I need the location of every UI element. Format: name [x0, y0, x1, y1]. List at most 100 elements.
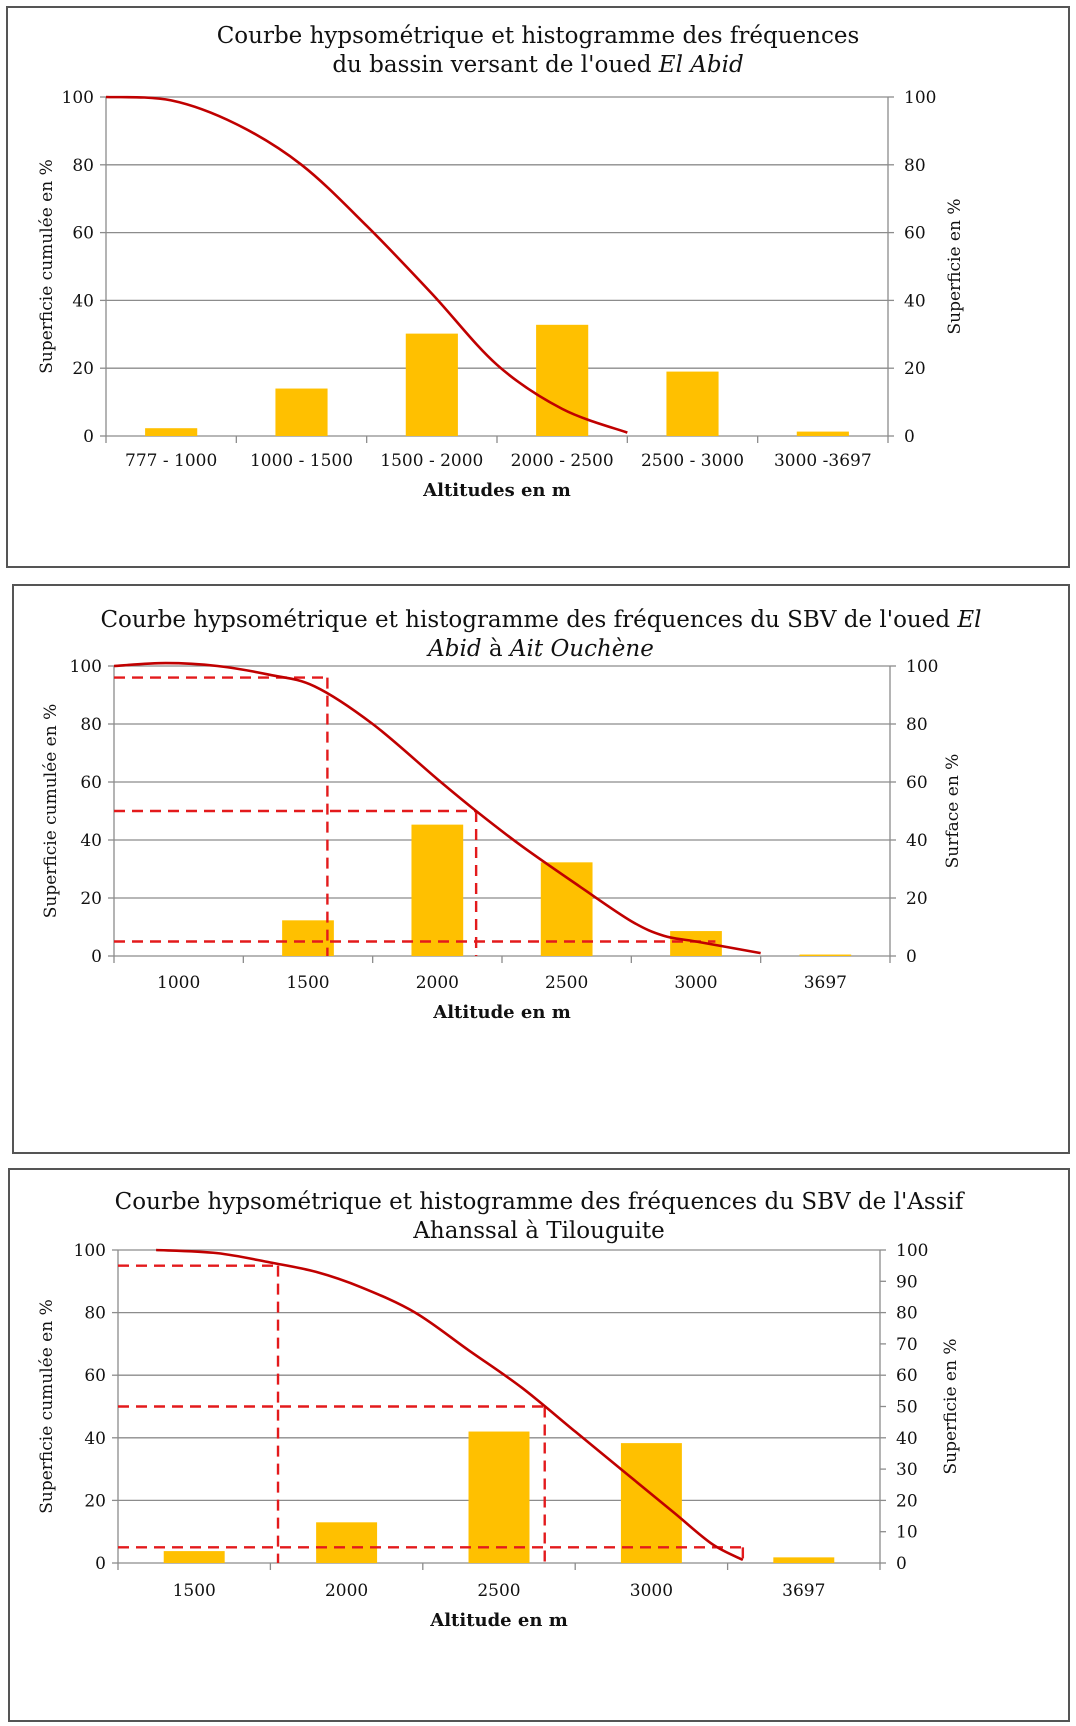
- y-tick-label-right: 50: [896, 1398, 918, 1418]
- bar: [163, 1551, 225, 1563]
- chart-title: Courbe hypsométrique et histogramme des …: [8, 22, 1068, 80]
- y-tick-label-right: 60: [906, 773, 928, 793]
- y-tick-label-left: 40: [84, 1429, 106, 1449]
- chart-title: Courbe hypsométrique et histogramme des …: [14, 606, 1068, 664]
- chart-title-line-2: du bassin versant de l'oued El Abid: [8, 51, 1068, 80]
- x-tick-label: 1500: [286, 973, 329, 993]
- chart-title-line-2: Abid à Ait Ouchène: [14, 635, 1068, 664]
- y-axis-title-right: Surface en %: [943, 754, 963, 869]
- x-tick-label: 1500 - 2000: [380, 451, 483, 471]
- y-tick-label-left: 20: [84, 1491, 106, 1511]
- y-tick-label-right: 20: [906, 889, 928, 909]
- chart-3-svg: 0 20 40 60 80 100 0 10 20 30 40 50 60 70 80 90 100 1500 20…: [37, 1241, 961, 1631]
- chart-title-line-1: Courbe hypsométrique et histogramme des …: [114, 1189, 964, 1215]
- y-tick-label-left: 60: [84, 1366, 106, 1386]
- bar: [275, 388, 328, 436]
- x-tick-label: 3697: [782, 1581, 825, 1601]
- y-tick-label-right: 100: [896, 1241, 928, 1261]
- y-tick-label-right: 40: [896, 1429, 918, 1449]
- x-tick-label: 777 - 1000: [125, 451, 217, 471]
- y-tick-label-right: 80: [896, 1304, 918, 1324]
- bar: [799, 954, 852, 956]
- x-tick-label: 1000: [157, 973, 200, 993]
- x-tick-label: 1000 - 1500: [250, 451, 353, 471]
- y-tick-label-right: 100: [906, 657, 938, 677]
- y-tick-label-right: 60: [904, 224, 926, 244]
- chart-panel-2: Courbe hypsométrique et histogramme des …: [12, 584, 1070, 1154]
- bar: [536, 324, 589, 436]
- y-tick-label-left: 100: [74, 1241, 106, 1261]
- x-tick-label: 2500: [477, 1581, 520, 1601]
- bar: [620, 1443, 682, 1563]
- y-tick-label-right: 20: [896, 1491, 918, 1511]
- y-tick-label-right: 100: [904, 88, 936, 108]
- y-tick-label-left: 40: [80, 831, 102, 851]
- chart-1-svg: 0 20 40 60 80 100 0 20 40 60 80 100 777 - 1000 1000 -…: [37, 88, 965, 501]
- y-axis-title-left: Superficie cumulée en %: [41, 704, 61, 919]
- chart-title: Courbe hypsométrique et histogramme des …: [10, 1188, 1068, 1246]
- x-tick-label: 3000: [674, 973, 717, 993]
- title-italic: Abid: [428, 636, 482, 662]
- title-italic: El Abid: [658, 52, 744, 78]
- y-tick-label-right: 0: [904, 427, 915, 447]
- bar: [405, 333, 458, 436]
- hypsometric-curve: [156, 1248, 744, 1562]
- bar: [666, 371, 719, 436]
- x-axis-title: Altitude en m: [432, 1002, 571, 1023]
- y-tick-label-left: 80: [72, 156, 94, 176]
- y-tick-label-right: 0: [896, 1554, 907, 1574]
- x-tick-label: 3697: [804, 973, 847, 993]
- x-tick-label: 2500: [545, 973, 588, 993]
- y-tick-label-right: 80: [904, 156, 926, 176]
- bar: [411, 824, 464, 956]
- title-text: à: [481, 636, 510, 662]
- title-italic: Ait Ouchène: [509, 636, 654, 662]
- y-axis-title-left: Superficie cumulée en %: [37, 1299, 57, 1514]
- y-axis-title-right: Superficie en %: [945, 199, 965, 335]
- x-tick-label: 2000: [325, 1581, 368, 1601]
- y-tick-label-left: 100: [70, 657, 102, 677]
- y-tick-label-right: 60: [896, 1366, 918, 1386]
- chart-panel-1: Courbe hypsométrique et histogramme des …: [6, 6, 1070, 568]
- y-tick-label-left: 100: [62, 88, 94, 108]
- y-tick-label-right: 20: [904, 359, 926, 379]
- x-tick-label: 2000 - 2500: [511, 451, 614, 471]
- y-tick-label-left: 20: [80, 889, 102, 909]
- title-italic: El: [957, 607, 982, 633]
- chart-title-line-2: Ahanssal à Tilouguite: [413, 1218, 665, 1244]
- x-axis-title: Altitudes en m: [422, 480, 571, 501]
- y-axis-title-right: Superficie en %: [941, 1339, 961, 1475]
- bar: [316, 1522, 378, 1563]
- y-tick-label-right: 80: [906, 715, 928, 735]
- chart-title-line-1: Courbe hypsométrique et histogramme des …: [216, 23, 860, 49]
- y-tick-label-right: 90: [896, 1272, 918, 1292]
- y-axis-title-left: Superficie cumulée en %: [37, 159, 57, 374]
- y-tick-label-left: 80: [84, 1304, 106, 1324]
- y-tick-label-left: 60: [72, 224, 94, 244]
- y-tick-label-right: 40: [906, 831, 928, 851]
- y-tick-label-right: 0: [906, 947, 917, 967]
- y-tick-label-left: 40: [72, 291, 94, 311]
- bar: [796, 431, 849, 436]
- y-tick-label-right: 10: [896, 1523, 918, 1543]
- y-tick-label-left: 20: [72, 359, 94, 379]
- y-tick-label-left: 0: [91, 947, 102, 967]
- bar: [773, 1557, 835, 1563]
- x-tick-label: 2500 - 3000: [641, 451, 744, 471]
- x-tick-label: 3000: [630, 1581, 673, 1601]
- x-tick-label: 2000: [416, 973, 459, 993]
- y-tick-label-left: 60: [80, 773, 102, 793]
- y-tick-label-left: 0: [83, 427, 94, 447]
- hypsometric-curve: [113, 661, 761, 955]
- y-tick-label-left: 0: [95, 1554, 106, 1574]
- chart-panel-3: Courbe hypsométrique et histogramme des …: [8, 1168, 1070, 1722]
- hypsometric-curve: [105, 95, 628, 434]
- bar: [282, 920, 334, 956]
- bar: [145, 428, 198, 436]
- x-tick-label: 3000 -3697: [774, 451, 872, 471]
- y-tick-label-right: 30: [896, 1460, 918, 1480]
- x-tick-label: 1500: [173, 1581, 216, 1601]
- chart-title-line-1: Courbe hypsométrique et histogramme des …: [14, 606, 1068, 635]
- y-tick-label-left: 80: [80, 715, 102, 735]
